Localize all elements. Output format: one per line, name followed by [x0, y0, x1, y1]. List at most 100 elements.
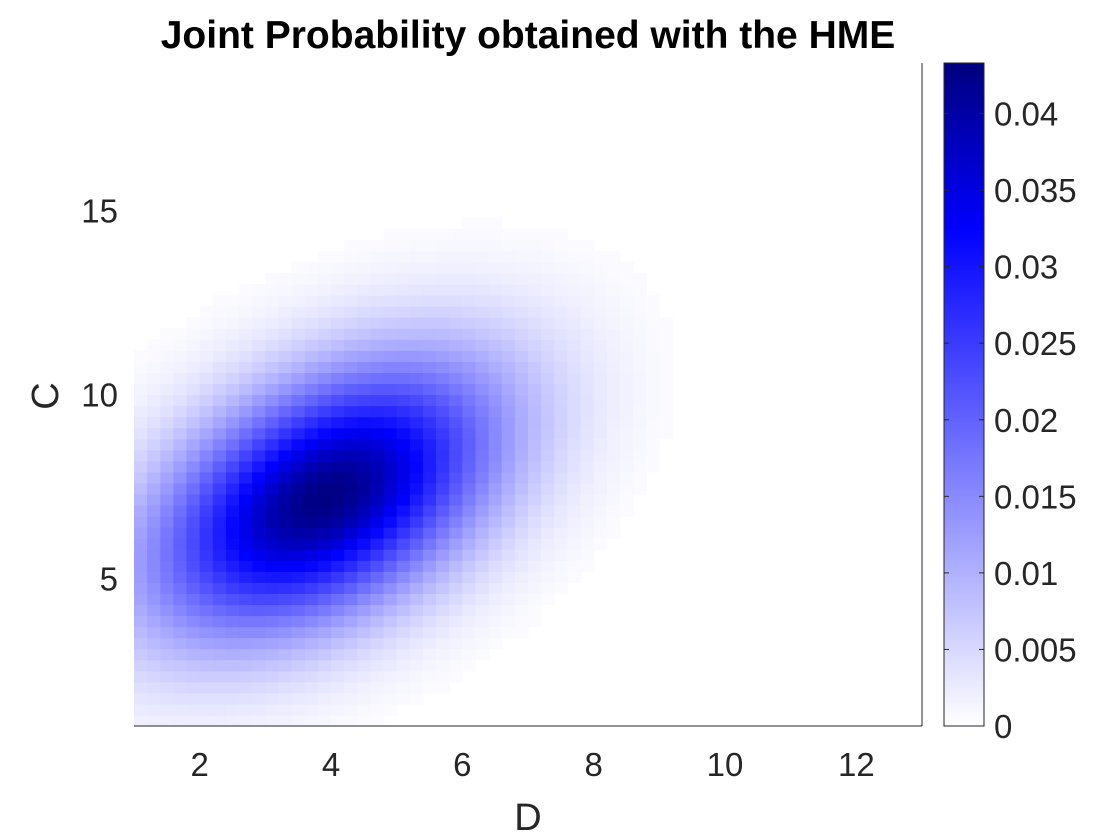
- heatmap-cell: [265, 582, 280, 594]
- heatmap-cell: [291, 648, 306, 661]
- heatmap-cell: [514, 261, 529, 274]
- heatmap-cell: [357, 582, 371, 594]
- heatmap-cell: [317, 427, 332, 440]
- heatmap-cell: [186, 582, 201, 594]
- heatmap-cell: [278, 571, 293, 583]
- heatmap-cell: [160, 361, 174, 373]
- heatmap-cell: [344, 659, 358, 672]
- heatmap-cell: [436, 670, 450, 683]
- heatmap-cell: [383, 527, 398, 539]
- heatmap-cell: [580, 239, 595, 252]
- heatmap-cell: [462, 648, 477, 661]
- heatmap-cell: [186, 549, 201, 561]
- heatmap-cell: [304, 560, 319, 572]
- heatmap-cell: [199, 549, 214, 561]
- heatmap-cell: [541, 449, 555, 462]
- heatmap-cell: [475, 272, 490, 285]
- heatmap-cell: [357, 482, 371, 495]
- heatmap-cell: [344, 670, 358, 683]
- heatmap-cell: [554, 261, 568, 274]
- heatmap-cell: [409, 361, 424, 373]
- heatmap-cell: [199, 648, 214, 661]
- heatmap-cell: [357, 516, 371, 528]
- heatmap-cell: [554, 339, 568, 351]
- heatmap-cell: [265, 648, 280, 661]
- heatmap-cell: [304, 317, 319, 329]
- heatmap-cell: [436, 372, 450, 385]
- heatmap-cell: [475, 317, 490, 329]
- heatmap-cell: [501, 295, 516, 307]
- heatmap-cell: [396, 681, 411, 694]
- heatmap-cell: [541, 527, 555, 539]
- heatmap-cell: [396, 582, 411, 594]
- heatmap-cell: [633, 427, 647, 440]
- heatmap-cell: [409, 659, 424, 672]
- heatmap-cell: [488, 560, 503, 572]
- heatmap-cell: [173, 372, 188, 385]
- heatmap-cell: [278, 714, 293, 727]
- heatmap-cell: [475, 217, 490, 230]
- heatmap-cell: [265, 493, 280, 506]
- heatmap-cell: [422, 295, 437, 307]
- heatmap-cell: [475, 372, 490, 385]
- heatmap-cell: [212, 571, 227, 583]
- heatmap-cell: [317, 549, 332, 561]
- heatmap-cell: [331, 615, 345, 628]
- heatmap-cell: [344, 460, 358, 473]
- heatmap-cell: [239, 615, 253, 628]
- heatmap-cell: [357, 493, 371, 506]
- heatmap-cell: [239, 460, 253, 473]
- heatmap-cell: [370, 714, 385, 727]
- heatmap-cell: [475, 482, 490, 495]
- heatmap-cell: [528, 261, 542, 274]
- heatmap-cell: [344, 527, 358, 539]
- heatmap-cell: [265, 604, 280, 617]
- heatmap-cell: [462, 615, 477, 628]
- heatmap-cell: [409, 582, 424, 594]
- heatmap-cell: [225, 560, 240, 572]
- heatmap-cell: [357, 261, 371, 274]
- heatmap-cell: [436, 239, 450, 252]
- heatmap-cell: [278, 505, 293, 517]
- heatmap-cell: [501, 405, 516, 418]
- heatmap-cell: [528, 560, 542, 572]
- heatmap-cell: [317, 593, 332, 606]
- heatmap-cell: [580, 527, 595, 539]
- heatmap-cell: [528, 250, 542, 263]
- heatmap-cell: [554, 493, 568, 506]
- heatmap-cell: [331, 339, 345, 351]
- heatmap-cell: [134, 637, 148, 650]
- heatmap-cell: [541, 317, 555, 329]
- heatmap-cell: [239, 438, 253, 451]
- heatmap-cell: [554, 383, 568, 396]
- heatmap-cell: [304, 482, 319, 495]
- heatmap-cell: [278, 538, 293, 550]
- heatmap-cell: [134, 538, 148, 550]
- heatmap-cell: [383, 416, 398, 429]
- heatmap-cell: [475, 637, 490, 650]
- heatmap-cell: [304, 714, 319, 727]
- heatmap-cell: [317, 670, 332, 683]
- heatmap-cell: [462, 239, 477, 252]
- heatmap-cell: [606, 493, 621, 506]
- heatmap-cell: [528, 405, 542, 418]
- chart-title: Joint Probability obtained with the HME: [161, 14, 896, 57]
- heatmap-cell: [160, 670, 174, 683]
- heatmap-cell: [514, 493, 529, 506]
- heatmap-cell: [225, 482, 240, 495]
- heatmap-cell: [357, 350, 371, 362]
- heatmap-cell: [291, 516, 306, 528]
- heatmap-cell: [554, 405, 568, 418]
- heatmap-cell: [422, 328, 437, 340]
- heatmap-cell: [396, 670, 411, 683]
- heatmap-cell: [580, 438, 595, 451]
- heatmap-cell: [265, 317, 280, 329]
- heatmap-cell: [606, 505, 621, 517]
- heatmap-cell: [344, 516, 358, 528]
- heatmap-cell: [475, 383, 490, 396]
- heatmap-cell: [436, 659, 450, 672]
- heatmap-cell: [619, 438, 634, 451]
- heatmap-cell: [409, 394, 424, 407]
- heatmap-cell: [462, 372, 477, 385]
- heatmap-cell: [212, 681, 227, 694]
